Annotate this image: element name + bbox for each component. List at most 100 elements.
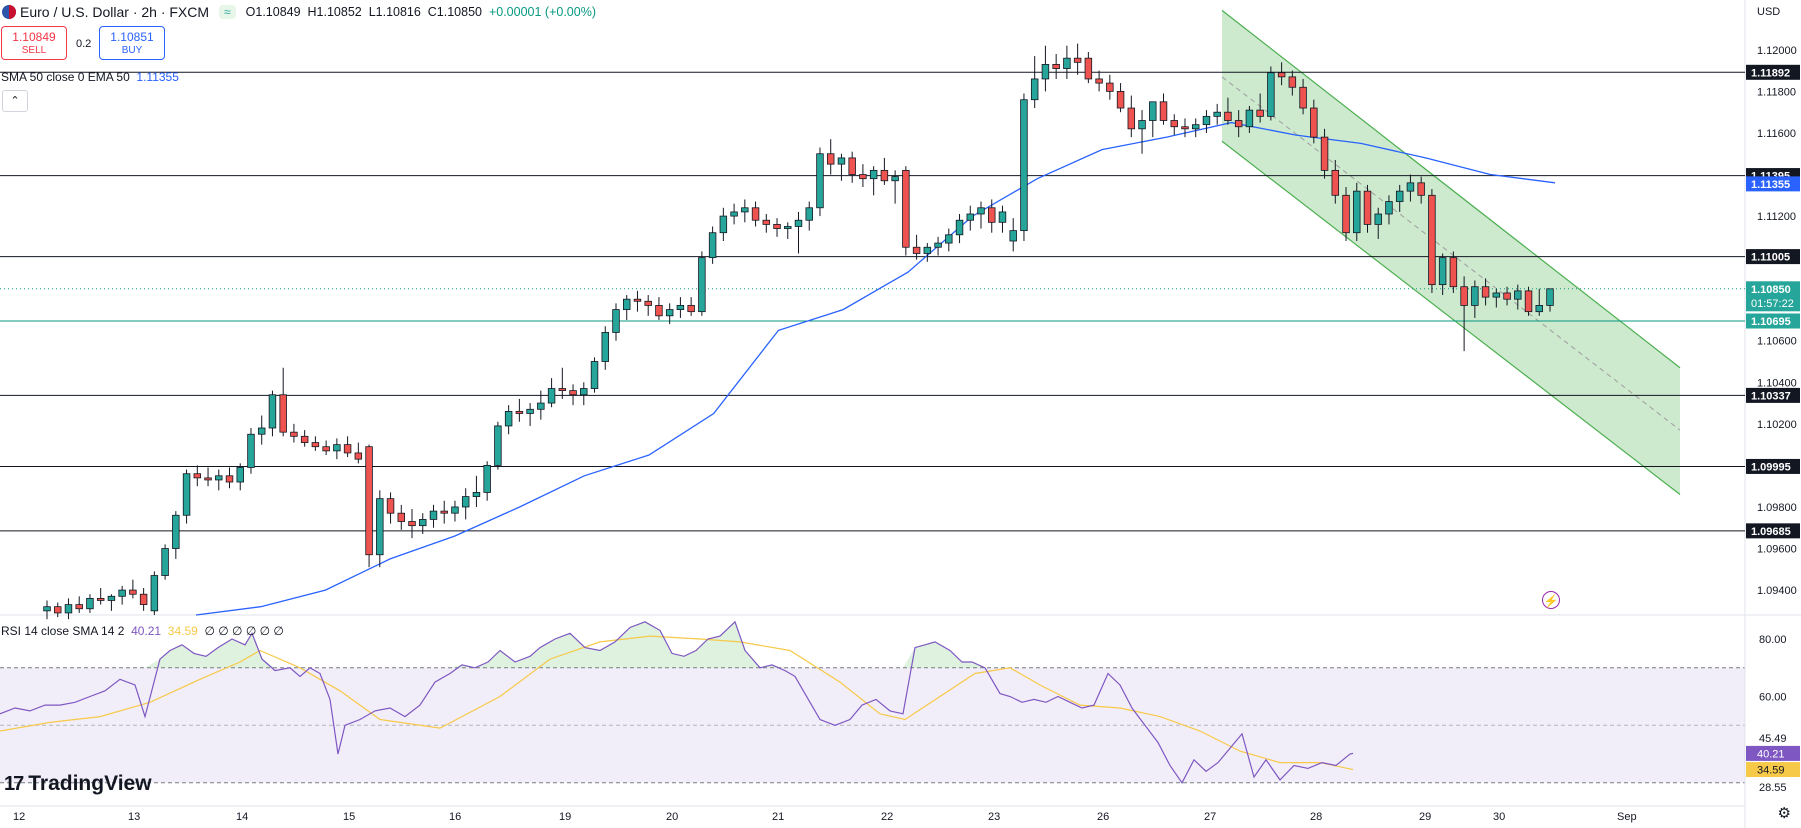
channel-lower-line — [1221, 140, 1681, 495]
rsi-tick-label: 60.00 — [1759, 692, 1787, 704]
ma-legend[interactable]: SMA 50 close 0 EMA 50 1.11355 — [1, 70, 179, 84]
buy-button[interactable]: 1.10851 BUY — [99, 26, 165, 60]
rsi-pane — [0, 620, 1745, 784]
candle-body — [1138, 120, 1146, 130]
candle-body — [1267, 72, 1275, 117]
candle-body — [1342, 194, 1350, 234]
candle-body — [1331, 169, 1340, 196]
price-tick-label: 1.10200 — [1757, 419, 1797, 431]
candle-body — [816, 153, 824, 209]
candle-body — [612, 309, 620, 333]
candle-body — [354, 452, 363, 460]
candle-body — [698, 257, 706, 313]
ohlc-values: O1.10849 H1.10852 L1.10816 C1.10850 +0.0… — [246, 5, 596, 19]
sell-label: SELL — [21, 45, 47, 56]
time-tick-label: 27 — [1204, 811, 1216, 823]
price-tick-label: 1.12000 — [1757, 45, 1797, 57]
close-value: C1.10850 — [427, 5, 482, 19]
lightning-icon[interactable]: ⚡ — [1542, 591, 1560, 609]
candle-body — [397, 512, 406, 522]
candle-body — [1288, 76, 1297, 88]
time-tick-label: 22 — [881, 811, 893, 823]
time-tick-label: 13 — [128, 811, 140, 823]
collapse-legend-button[interactable]: ⌃ — [2, 90, 28, 112]
candle-body — [322, 446, 330, 452]
channel-fill — [1222, 10, 1680, 495]
open-value: O1.10849 — [245, 5, 301, 19]
candle-body — [43, 606, 51, 612]
candle-body — [429, 510, 438, 520]
candle-body — [1481, 286, 1490, 298]
candle-body — [247, 433, 255, 468]
level-tag: 1.10337 — [1751, 390, 1791, 402]
rsi-value-tag-bg — [1746, 745, 1800, 761]
candle-body — [1385, 201, 1393, 215]
ma-value: 1.11355 — [136, 70, 179, 84]
level-tag-bg — [1746, 523, 1800, 539]
eurusd-flag-icon — [2, 5, 16, 19]
rsi-label: RSI 14 close SMA 14 2 — [1, 624, 125, 638]
level-tag: 1.11005 — [1751, 252, 1790, 264]
price-tick-label: 1.10400 — [1757, 377, 1797, 389]
candle-body — [1406, 182, 1415, 192]
candle-body — [837, 157, 846, 165]
rsi-value-tag: 40.21 — [1757, 748, 1785, 760]
candle-body — [1363, 190, 1372, 225]
symbol-header: Euro / U.S. Dollar · 2h · FXCM ≈ O1.1084… — [0, 2, 596, 22]
candle-body — [923, 246, 932, 254]
candle-body — [1052, 64, 1060, 69]
high-value: H1.10852 — [307, 5, 362, 19]
time-tick-label: 12 — [13, 811, 25, 823]
candle-body — [1524, 290, 1533, 313]
sell-button[interactable]: 1.10849 SELL — [1, 26, 67, 60]
ema-tag-bg — [1746, 176, 1800, 192]
candle-body — [365, 446, 373, 556]
candle-body — [762, 219, 771, 225]
candle-body — [408, 521, 416, 527]
rsi-sma-tag-bg — [1746, 762, 1800, 778]
candle-body — [1546, 288, 1554, 306]
candle-body — [225, 475, 234, 483]
rsi-sma-tag: 34.59 — [1757, 765, 1785, 777]
channel-upper-line — [1221, 9, 1681, 369]
support-tag: 1.10695 — [1751, 316, 1791, 328]
time-tick-label: 30 — [1493, 811, 1505, 823]
current-price-tag-bg — [1746, 281, 1800, 312]
time-tick-label: 21 — [772, 811, 784, 823]
candle-body — [1191, 124, 1200, 130]
candle-body — [891, 176, 899, 182]
candle-body — [1299, 86, 1307, 109]
level-tag-bg — [1746, 64, 1800, 80]
settings-gear-icon[interactable]: ⚙ — [1777, 805, 1791, 822]
candle-body — [1170, 120, 1178, 128]
candle-body — [1395, 190, 1404, 202]
candle-body — [547, 388, 556, 404]
buy-label: BUY — [121, 45, 143, 56]
time-tick-label: 29 — [1419, 811, 1431, 823]
candle-body — [1159, 101, 1168, 121]
level-tag: 1.09685 — [1751, 526, 1791, 538]
candle-body — [1009, 230, 1017, 242]
candle-body — [784, 226, 792, 229]
candle-body — [687, 305, 695, 313]
price-axis: 1.12000 1.11800 1.11600 1.11200 1.10600 1.104… — [1746, 6, 1800, 794]
time-axis: 12 13 14 15 16 19 20 21 22 23 26 27 28 29 30 Sep — [13, 811, 1637, 823]
candle-body — [601, 332, 609, 362]
rsi-extra-values: ∅ ∅ ∅ ∅ ∅ ∅ — [204, 624, 284, 638]
candle-body — [1224, 111, 1232, 121]
candle-body — [826, 153, 835, 165]
compare-icon[interactable]: ≈ — [219, 5, 236, 19]
candle-body — [590, 361, 599, 389]
candle-body — [300, 435, 309, 443]
candle-body — [569, 390, 577, 396]
candle-body — [1535, 305, 1543, 313]
symbol-title[interactable]: Euro / U.S. Dollar · 2h · FXCM — [20, 4, 210, 20]
candle-body — [633, 298, 642, 302]
candle-body — [537, 402, 545, 410]
tradingview-logo[interactable]: 17 TradingView — [4, 772, 152, 796]
candle-body — [665, 309, 674, 317]
candle-body — [988, 207, 996, 223]
candle-body — [1095, 78, 1103, 84]
rsi-legend[interactable]: RSI 14 close SMA 14 2 40.21 34.59 ∅ ∅ ∅ … — [1, 624, 284, 638]
